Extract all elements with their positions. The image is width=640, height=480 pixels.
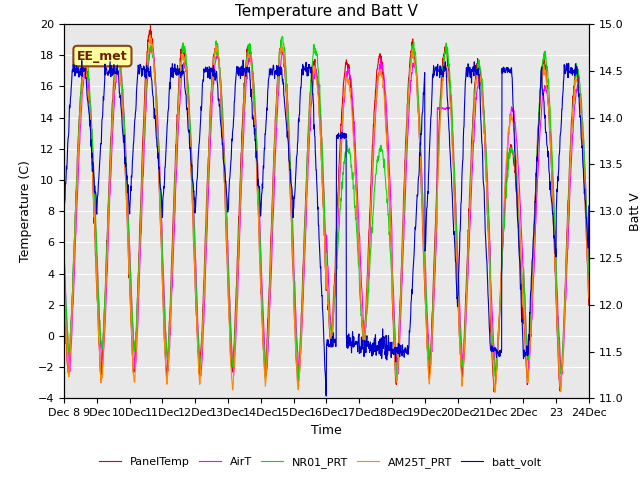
AM25T_PRT [60, 280, 68, 286]
NR01_PRT [60, 247, 68, 253]
Line: PanelTemp: PanelTemp [64, 26, 589, 392]
PanelTemp [147, 23, 154, 29]
NR01_PRT [579, 120, 586, 126]
AirT [451, 168, 458, 174]
AM25T_PRT [585, 295, 593, 301]
AirT [60, 250, 68, 255]
PanelTemp [585, 302, 593, 308]
AM25T_PRT [142, 82, 150, 88]
NR01_PRT [313, 51, 321, 57]
Line: NR01_PRT: NR01_PRT [64, 36, 589, 379]
X-axis label: Time: Time [311, 424, 342, 437]
PanelTemp [303, 166, 310, 171]
AirT [527, 323, 535, 328]
PanelTemp [142, 69, 150, 75]
Text: EE_met: EE_met [77, 49, 128, 62]
PanelTemp [313, 71, 321, 77]
NR01_PRT [142, 87, 150, 93]
Legend: PanelTemp, AirT, NR01_PRT, AM25T_PRT, batt_volt: PanelTemp, AirT, NR01_PRT, AM25T_PRT, ba… [94, 452, 546, 472]
NR01_PRT [451, 168, 458, 174]
batt_volt [527, 274, 535, 280]
Y-axis label: Batt V: Batt V [629, 192, 640, 230]
AM25T_PRT [579, 135, 586, 141]
AirT [148, 44, 156, 49]
AirT [313, 75, 321, 81]
batt_volt [303, 70, 310, 75]
batt_volt [585, 203, 593, 209]
AM25T_PRT [527, 312, 535, 317]
NR01_PRT [278, 34, 286, 39]
AirT [585, 260, 593, 265]
PanelTemp [579, 135, 586, 141]
batt_volt [323, 393, 330, 399]
AM25T_PRT [451, 188, 458, 194]
NR01_PRT [585, 275, 593, 280]
Line: AM25T_PRT: AM25T_PRT [64, 35, 589, 392]
batt_volt [60, 214, 68, 220]
AM25T_PRT [147, 32, 154, 38]
Y-axis label: Temperature (C): Temperature (C) [19, 160, 32, 262]
Title: Temperature and Batt V: Temperature and Batt V [235, 4, 418, 19]
PanelTemp [60, 287, 68, 292]
PanelTemp [451, 185, 458, 191]
batt_volt [579, 156, 586, 161]
NR01_PRT [303, 157, 311, 163]
batt_volt [451, 237, 458, 242]
AM25T_PRT [313, 76, 321, 82]
AirT [579, 120, 586, 126]
PanelTemp [490, 389, 498, 395]
AM25T_PRT [303, 181, 310, 187]
NR01_PRT [294, 376, 302, 382]
AirT [296, 375, 303, 381]
AM25T_PRT [492, 389, 499, 395]
batt_volt [142, 75, 150, 81]
NR01_PRT [527, 301, 535, 307]
Line: batt_volt: batt_volt [64, 60, 589, 396]
AirT [142, 106, 150, 112]
AirT [303, 191, 311, 196]
batt_volt [313, 178, 321, 184]
batt_volt [239, 57, 247, 63]
PanelTemp [527, 300, 535, 306]
Line: AirT: AirT [64, 47, 589, 378]
